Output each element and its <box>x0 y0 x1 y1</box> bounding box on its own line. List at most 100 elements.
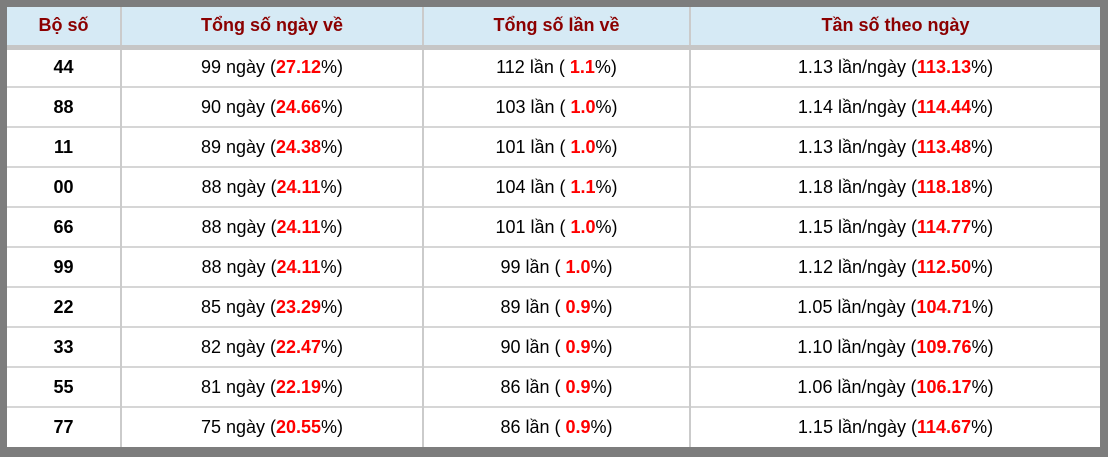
days-text: 85 ngày ( <box>200 296 276 317</box>
times-text: 101 lần ( <box>495 136 571 157</box>
times-cell: 104 lần ( 1.1%) <box>422 166 690 207</box>
times-text: 103 lần ( <box>495 96 571 117</box>
frequency-cell: 1.06 lần/ngày (106.17%) <box>689 366 1100 407</box>
frequency-cell: 1.10 lần/ngày (109.76%) <box>689 326 1100 367</box>
frequency-percent: 109.76 <box>916 336 972 357</box>
days-cell: 81 ngày (22.19%) <box>120 366 423 407</box>
days-percent: 24.38 <box>276 136 322 157</box>
days-cell: 89 ngày (24.38%) <box>120 126 423 167</box>
days-suffix: %) <box>320 216 343 237</box>
times-cell: 90 lần ( 0.9%) <box>422 326 690 367</box>
frequency-percent: 114.44 <box>917 96 972 117</box>
times-suffix: %) <box>590 376 613 397</box>
table-row: 99 88 ngày (24.11%) 99 lần ( 1.0%) 1.12 … <box>7 246 1100 287</box>
frequency-text: 1.10 lần/ngày ( <box>797 336 917 357</box>
frequency-text: 1.15 lần/ngày ( <box>797 417 918 437</box>
days-percent: 24.11 <box>276 216 321 237</box>
times-suffix: %) <box>590 296 613 317</box>
times-percent: 0.9 <box>565 417 591 437</box>
table-row: 00 88 ngày (24.11%) 104 lần ( 1.1%) 1.18… <box>7 166 1100 207</box>
days-percent: 24.11 <box>276 256 321 277</box>
days-text: 88 ngày ( <box>201 256 277 277</box>
times-suffix: %) <box>595 176 618 197</box>
days-percent: 23.29 <box>276 296 322 317</box>
frequency-suffix: %) <box>971 256 994 277</box>
times-text: 86 lần ( <box>500 417 566 437</box>
days-cell: 88 ngày (24.11%) <box>120 206 423 247</box>
frequency-percent: 114.77 <box>917 216 972 237</box>
days-suffix: %) <box>321 136 344 157</box>
days-suffix: %) <box>321 417 344 437</box>
days-percent: 22.47 <box>276 336 322 357</box>
frequency-cell: 1.13 lần/ngày (113.48%) <box>689 126 1100 167</box>
frequency-text: 1.12 lần/ngày ( <box>797 256 918 277</box>
pair-cell: 00 <box>7 166 121 207</box>
frequency-suffix: %) <box>971 336 994 357</box>
times-cell: 103 lần ( 1.0%) <box>422 86 690 127</box>
times-cell: 101 lần ( 1.0%) <box>422 126 690 167</box>
frequency-text: 1.15 lần/ngày ( <box>797 216 918 237</box>
days-percent: 24.11 <box>276 176 321 197</box>
frequency-text: 1.06 lần/ngày ( <box>797 376 917 397</box>
frequency-cell: 1.05 lần/ngày (104.71%) <box>689 286 1100 327</box>
table-row: 44 99 ngày (27.12%) 112 lần ( 1.1%) 1.13… <box>7 47 1100 87</box>
pair-cell: 99 <box>7 246 121 287</box>
times-percent: 0.9 <box>565 336 591 357</box>
pair-cell: 11 <box>7 126 121 167</box>
days-suffix: %) <box>321 57 344 78</box>
days-suffix: %) <box>321 336 344 357</box>
pair-cell: 33 <box>7 326 121 367</box>
times-text: 90 lần ( <box>500 336 566 357</box>
days-cell: 75 ngày (20.55%) <box>120 406 423 447</box>
frequency-suffix: %) <box>971 417 994 437</box>
pair-cell: 66 <box>7 206 121 247</box>
times-suffix: %) <box>595 136 618 157</box>
times-text: 86 lần ( <box>500 376 566 397</box>
pair-cell: 55 <box>7 366 121 407</box>
days-text: 88 ngày ( <box>201 176 277 197</box>
frequency-percent: 112.50 <box>917 256 972 277</box>
days-percent: 24.66 <box>276 96 322 117</box>
days-cell: 99 ngày (27.12%) <box>120 47 423 87</box>
pair-cell: 22 <box>7 286 121 327</box>
times-cell: 89 lần ( 0.9%) <box>422 286 690 327</box>
days-suffix: %) <box>320 176 343 197</box>
days-cell: 82 ngày (22.47%) <box>120 326 423 367</box>
frequency-cell: 1.18 lần/ngày (118.18%) <box>689 166 1100 207</box>
frequency-suffix: %) <box>971 96 994 117</box>
frequency-cell: 1.14 lần/ngày (114.44%) <box>689 86 1100 127</box>
pair-cell: 44 <box>53 57 74 78</box>
days-text: 82 ngày ( <box>200 336 276 357</box>
frequency-percent: 113.48 <box>917 136 972 157</box>
times-percent: 1.0 <box>565 256 591 277</box>
frequency-suffix: %) <box>971 296 994 317</box>
times-suffix: %) <box>595 96 618 117</box>
frequency-text: 1.18 lần/ngày ( <box>797 176 918 197</box>
times-percent: 1.1 <box>569 57 595 78</box>
table-row: 33 82 ngày (22.47%) 90 lần ( 0.9%) 1.10 … <box>7 326 1100 367</box>
days-cell: 90 ngày (24.66%) <box>120 86 423 127</box>
times-suffix: %) <box>590 417 613 437</box>
days-percent: 20.55 <box>276 417 322 437</box>
days-suffix: %) <box>321 376 344 397</box>
table-header-row: Bộ số Tổng số ngày về Tổng số lần về Tần… <box>7 7 1100 50</box>
frequency-suffix: %) <box>971 216 994 237</box>
times-cell: 101 lần ( 1.0%) <box>422 206 690 247</box>
lottery-pair-statistics-table: Bộ số Tổng số ngày về Tổng số lần về Tần… <box>7 7 1100 447</box>
frequency-suffix: %) <box>971 57 994 78</box>
frequency-percent: 113.13 <box>917 57 972 78</box>
times-cell: 86 lần ( 0.9%) <box>422 406 690 447</box>
frequency-suffix: %) <box>971 176 994 197</box>
frequency-cell: 1.15 lần/ngày (114.67%) <box>689 406 1100 447</box>
days-cell: 85 ngày (23.29%) <box>120 286 423 327</box>
frequency-cell: 1.12 lần/ngày (112.50%) <box>689 246 1100 287</box>
header-total-days: Tổng số ngày về <box>120 7 423 50</box>
days-cell: 88 ngày (24.11%) <box>120 246 423 287</box>
pair-cell: 77 <box>7 406 121 447</box>
frequency-cell: 1.13 lần/ngày (113.13%) <box>689 47 1100 87</box>
days-suffix: %) <box>321 296 344 317</box>
days-suffix: %) <box>320 256 343 277</box>
days-text: 90 ngày ( <box>200 96 276 117</box>
frequency-percent: 114.67 <box>917 417 972 437</box>
